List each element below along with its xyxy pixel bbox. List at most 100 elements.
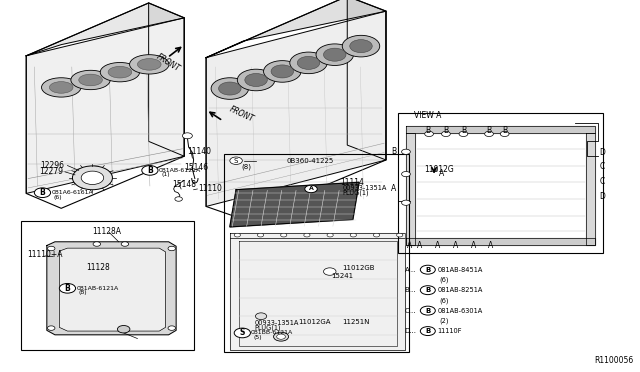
Text: 11114: 11114 [340, 178, 364, 187]
Text: 11128: 11128 [86, 263, 110, 272]
Text: (6): (6) [440, 297, 449, 304]
Circle shape [255, 313, 267, 320]
Ellipse shape [264, 61, 301, 82]
Bar [20, 221, 194, 350]
Circle shape [142, 166, 158, 175]
Text: C...: C... [404, 308, 416, 314]
Text: 15146: 15146 [184, 163, 209, 172]
Polygon shape [47, 242, 176, 335]
Text: A: A [453, 241, 458, 250]
Text: 11110+A: 11110+A [28, 250, 63, 259]
Text: B: B [425, 126, 430, 135]
Circle shape [442, 131, 451, 137]
Circle shape [47, 326, 55, 330]
Text: A: A [488, 241, 493, 250]
Text: B: B [444, 126, 449, 135]
Text: 11128A: 11128A [92, 227, 122, 236]
Circle shape [459, 131, 468, 137]
Circle shape [397, 233, 403, 237]
Polygon shape [406, 238, 595, 245]
Text: A: A [435, 241, 440, 250]
Text: 12279: 12279 [39, 167, 63, 176]
Text: 081AB-6121A: 081AB-6121A [76, 286, 118, 291]
Circle shape [230, 157, 243, 164]
Circle shape [401, 149, 410, 154]
Ellipse shape [290, 52, 327, 74]
Circle shape [257, 233, 264, 237]
Text: C: C [600, 177, 605, 186]
Text: (8): (8) [242, 163, 252, 170]
Text: 11012G: 11012G [425, 165, 454, 174]
Text: (2): (2) [440, 318, 449, 324]
Polygon shape [406, 133, 415, 245]
Text: D...: D... [404, 328, 417, 334]
Text: R1100056: R1100056 [595, 356, 634, 365]
Text: 081AB-6301A: 081AB-6301A [437, 308, 483, 314]
Text: A...: A... [404, 267, 416, 273]
Ellipse shape [342, 35, 380, 57]
Text: A: A [438, 169, 444, 178]
Ellipse shape [49, 81, 73, 93]
Circle shape [276, 334, 285, 339]
Text: A: A [417, 241, 422, 250]
Text: B: B [147, 166, 153, 175]
Text: 00933-1351A: 00933-1351A [342, 185, 387, 191]
Text: 11012GB: 11012GB [342, 265, 375, 271]
Text: B: B [65, 284, 70, 293]
Circle shape [401, 171, 410, 177]
Circle shape [72, 166, 113, 190]
Circle shape [60, 283, 76, 293]
Ellipse shape [100, 62, 140, 82]
Text: (8): (8) [79, 290, 87, 295]
Text: B: B [425, 287, 431, 293]
Text: (5): (5) [253, 335, 262, 340]
Text: VIEW A: VIEW A [414, 111, 442, 120]
Polygon shape [60, 248, 166, 331]
Circle shape [484, 131, 493, 137]
Text: PLUG(1): PLUG(1) [342, 189, 369, 196]
Circle shape [373, 233, 380, 237]
Circle shape [420, 265, 435, 274]
Ellipse shape [316, 44, 353, 65]
Ellipse shape [219, 82, 241, 95]
Text: C: C [600, 162, 605, 171]
Text: B: B [486, 126, 491, 135]
Text: (6): (6) [54, 195, 62, 200]
Circle shape [35, 188, 51, 198]
Circle shape [420, 286, 435, 295]
Text: 11012GA: 11012GA [298, 319, 331, 325]
Text: 081AB-8451A: 081AB-8451A [437, 267, 483, 273]
Ellipse shape [108, 66, 132, 78]
Polygon shape [230, 182, 359, 227]
Circle shape [234, 233, 241, 237]
Circle shape [425, 131, 433, 137]
Text: B: B [425, 328, 431, 334]
Circle shape [121, 242, 129, 246]
Circle shape [93, 242, 100, 246]
Circle shape [234, 328, 250, 338]
Text: S: S [234, 158, 238, 164]
Text: B: B [392, 147, 397, 156]
Polygon shape [26, 18, 184, 193]
Ellipse shape [245, 74, 268, 86]
Ellipse shape [349, 40, 372, 53]
Text: 11110F: 11110F [437, 328, 461, 334]
Polygon shape [26, 3, 184, 56]
Text: FRONT: FRONT [155, 52, 182, 74]
Circle shape [117, 326, 130, 333]
Text: D: D [600, 192, 605, 201]
Polygon shape [586, 133, 595, 245]
Circle shape [280, 233, 287, 237]
Text: B: B [461, 126, 466, 135]
Text: A: A [406, 241, 412, 250]
Ellipse shape [271, 65, 294, 78]
Circle shape [420, 306, 435, 315]
Ellipse shape [42, 78, 81, 97]
Text: PLUG(1): PLUG(1) [255, 324, 282, 331]
Text: 12296: 12296 [40, 161, 65, 170]
Bar [223, 154, 409, 352]
Circle shape [305, 185, 317, 193]
Text: 11140: 11140 [188, 147, 211, 156]
Text: (1): (1) [161, 172, 170, 177]
Bar [399, 113, 603, 253]
